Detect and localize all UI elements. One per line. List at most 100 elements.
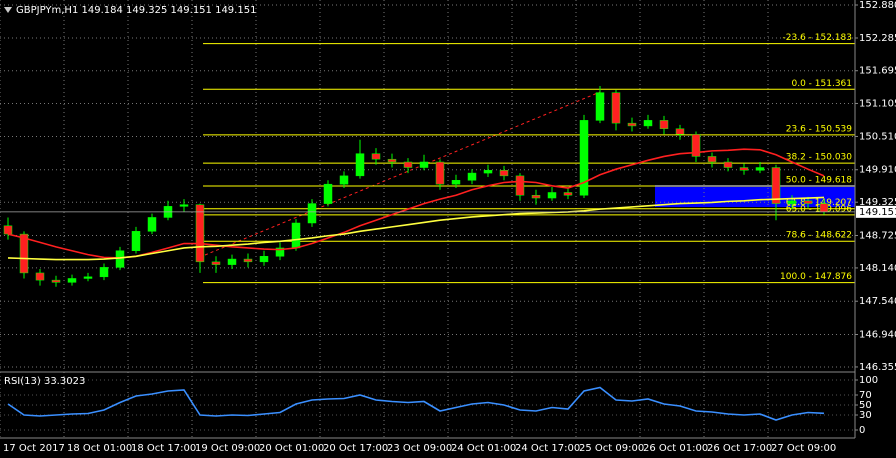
candle-body: [675, 128, 685, 135]
y-tick-label: 149.325: [859, 197, 896, 208]
candle-body: [19, 233, 29, 274]
line-series: [7, 196, 825, 261]
y-tick-label: 151.695: [859, 66, 896, 77]
fib-label: 65.0 - 149.096: [786, 204, 852, 214]
fib-label: 61.8 - 149.207: [786, 198, 852, 208]
candle-body: [803, 200, 813, 204]
y-tick-label: 146.940: [859, 329, 896, 340]
candle-body: [659, 120, 669, 129]
y-tick-label: 100: [859, 375, 878, 386]
last-price-box: [856, 205, 896, 218]
candle-body: [787, 200, 797, 204]
x-tick-label: 18 Oct 01:00: [67, 443, 132, 454]
x-tick-label: 26 Oct 01:00: [643, 443, 708, 454]
candle-body: [115, 250, 125, 268]
y-tick-label: 50: [859, 400, 872, 411]
x-tick-label: 24 Oct 01:00: [451, 443, 516, 454]
candle-body: [483, 170, 493, 174]
y-tick-label: 148.725: [859, 230, 896, 241]
y-tick-label: 148.140: [859, 263, 896, 274]
candle-body: [275, 247, 285, 257]
x-tick-label: 19 Oct 09:00: [195, 443, 260, 454]
candle-body: [611, 92, 621, 124]
plot: [0, 85, 855, 421]
rsi-title: RSI(13) 33.3023: [4, 376, 85, 387]
candle-body: [771, 167, 781, 204]
candle-body: [467, 172, 477, 181]
candle-body: [51, 279, 61, 283]
x-tick-label: 20 Oct 01:00: [259, 443, 324, 454]
x-tick-label: 17 Oct 2017: [3, 443, 65, 454]
candle-body: [819, 203, 829, 213]
candle-body: [67, 278, 77, 283]
fib-label: 78.6 - 148.622: [786, 231, 852, 241]
y-tick-label: 149.910: [859, 165, 896, 176]
candle-body: [627, 122, 637, 127]
fib-label: 50.0 - 149.618: [786, 175, 852, 185]
candle-body: [3, 225, 13, 235]
y-tick-label: 30: [859, 410, 872, 421]
candle-body: [355, 153, 365, 177]
trend-line: [204, 91, 601, 256]
y-tick-label: 150.510: [859, 131, 896, 142]
candle-body: [259, 256, 269, 263]
candle-body: [195, 204, 205, 263]
candle-body: [579, 120, 589, 196]
candle-body: [387, 158, 397, 163]
line-series: [7, 386, 825, 421]
chart-title: GBPJPYm,H1 149.184 149.325 149.151 149.1…: [16, 5, 256, 16]
candle-body: [83, 276, 93, 279]
candle-body: [435, 161, 445, 185]
candle-body: [419, 161, 429, 168]
x-tick-label: 27 Oct 09:00: [771, 443, 836, 454]
candle-body: [147, 217, 157, 232]
candle-body: [531, 195, 541, 199]
candle-body: [211, 261, 221, 265]
candle-body: [323, 183, 333, 204]
y-tick-label: 0: [859, 425, 865, 436]
x-tick-label: 24 Oct 17:00: [515, 443, 580, 454]
candle-body: [371, 153, 381, 160]
chart-icon: [4, 7, 12, 13]
candle-body: [515, 175, 525, 196]
fib-label: 100.0 - 147.876: [780, 272, 852, 282]
candle-body: [307, 203, 317, 224]
x-tick-label: 18 Oct 17:00: [131, 443, 196, 454]
candle-body: [755, 167, 765, 171]
candle-body: [243, 258, 253, 263]
y-tick-label: 147.540: [859, 296, 896, 307]
candle-body: [723, 161, 733, 168]
y-tick-label: 146.355: [859, 362, 896, 373]
candle-body: [595, 92, 605, 121]
x-tick-label: 20 Oct 17:00: [323, 443, 388, 454]
candle-body: [339, 175, 349, 185]
fib-label: 0.0 - 151.361: [792, 79, 853, 89]
candle-body: [691, 133, 701, 157]
y-tick-label: 151.105: [859, 98, 896, 109]
candle-body: [547, 192, 557, 199]
candle-body: [451, 180, 461, 185]
y-tick-label: 70: [859, 390, 872, 401]
candle-body: [35, 272, 45, 281]
candle-body: [291, 222, 301, 249]
candle-body: [643, 120, 653, 127]
candle-body: [739, 167, 749, 171]
candle-body: [227, 258, 237, 265]
candle-body: [131, 231, 141, 251]
fib-label: 38.2 - 150.030: [786, 153, 852, 163]
fib-label: 23.6 - 150.539: [786, 124, 852, 134]
x-tick-label: 23 Oct 09:00: [387, 443, 452, 454]
last-price-label: 149.151: [859, 207, 896, 218]
candle-body: [99, 267, 109, 278]
x-tick-label: 25 Oct 09:00: [579, 443, 644, 454]
y-tick-label: 152.880: [859, 0, 896, 11]
x-tick-label: 26 Oct 17:00: [707, 443, 772, 454]
y-tick-label: 152.285: [859, 33, 896, 44]
fib-label: -23.6 - 152.183: [783, 33, 852, 43]
grid: [0, 0, 855, 438]
candle-body: [563, 192, 573, 196]
axes: 152.880 152.285 151.695 151.105 150.510 149.9…: [3, 0, 896, 454]
candle-body: [179, 204, 189, 207]
